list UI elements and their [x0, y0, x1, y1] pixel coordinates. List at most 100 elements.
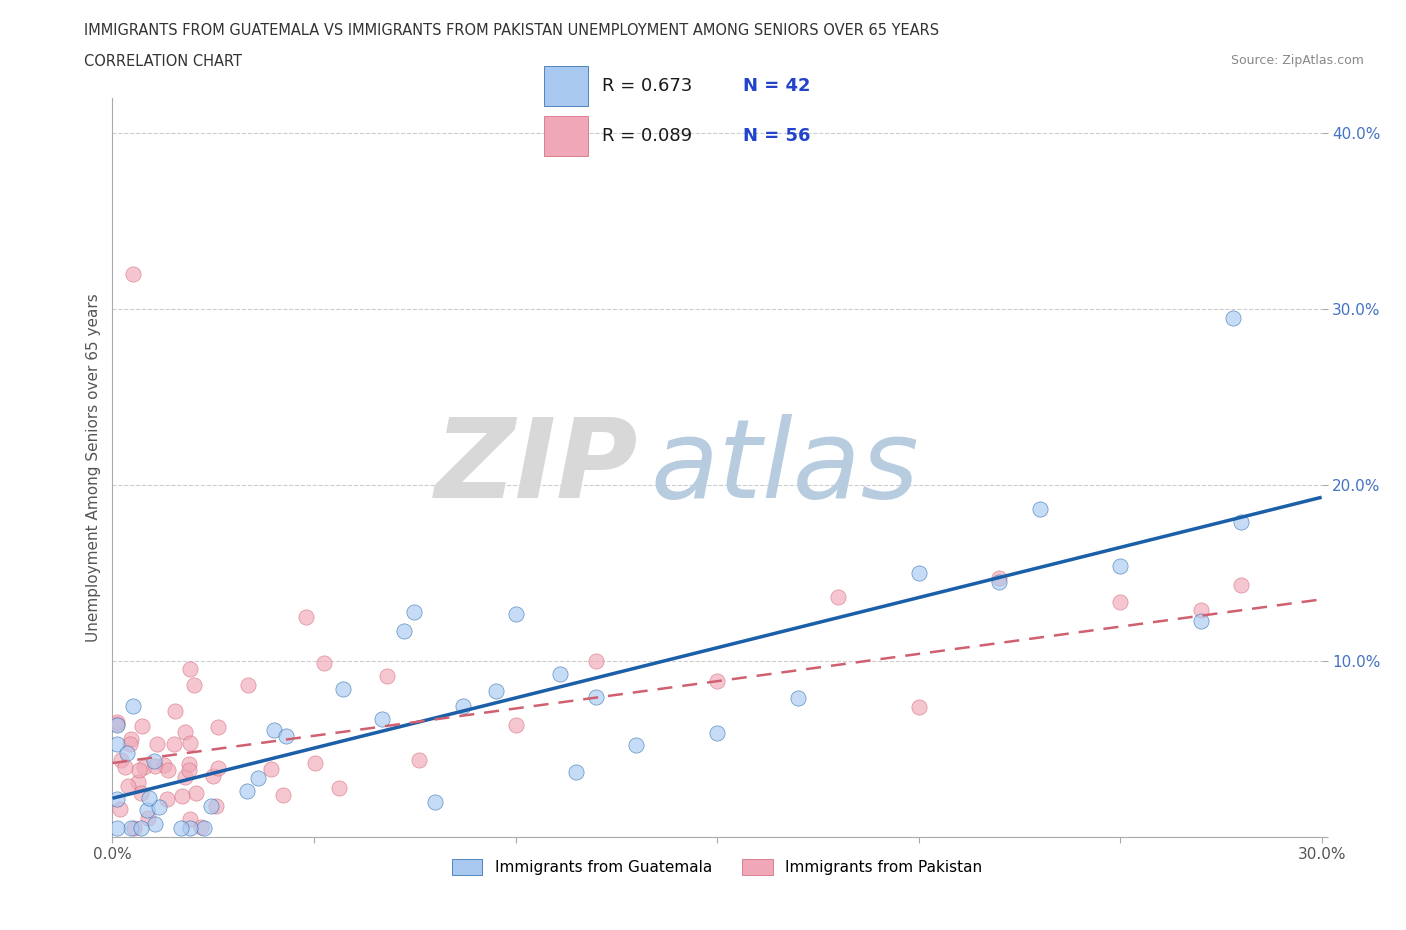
Text: N = 42: N = 42 [744, 77, 811, 95]
Point [260, 761, 283, 776]
Point [1222, 311, 1244, 325]
Point [156, 791, 179, 806]
Point [988, 575, 1011, 590]
Point [263, 723, 285, 737]
Point [207, 761, 229, 776]
Text: IMMIGRANTS FROM GUATEMALA VS IMMIGRANTS FROM PAKISTAN UNEMPLOYMENT AMONG SENIORS: IMMIGRANTS FROM GUATEMALA VS IMMIGRANTS … [84, 23, 939, 38]
Point [193, 821, 215, 836]
Point [173, 769, 195, 784]
Point [120, 732, 142, 747]
Point [122, 698, 145, 713]
Point [153, 758, 176, 773]
Point [200, 799, 222, 814]
Point [105, 717, 128, 732]
Point [148, 800, 170, 815]
Point [274, 729, 297, 744]
Point [132, 759, 155, 774]
Text: ZIP: ZIP [434, 414, 638, 521]
Point [143, 759, 166, 774]
Point [115, 746, 138, 761]
Point [202, 769, 225, 784]
Point [585, 689, 607, 704]
Point [332, 682, 354, 697]
Text: CORRELATION CHART: CORRELATION CHART [84, 54, 242, 69]
Point [1109, 594, 1132, 609]
Point [505, 718, 527, 733]
Point [246, 771, 269, 786]
Point [626, 737, 648, 752]
Text: Source: ZipAtlas.com: Source: ZipAtlas.com [1230, 54, 1364, 67]
Point [114, 759, 136, 774]
Point [786, 691, 808, 706]
Point [548, 666, 571, 681]
Point [183, 677, 205, 692]
Point [177, 763, 200, 777]
Point [170, 821, 193, 836]
Point [294, 610, 316, 625]
Point [179, 661, 201, 676]
Point [207, 720, 229, 735]
Point [127, 775, 149, 790]
Point [110, 753, 132, 768]
Point [236, 783, 259, 798]
Point [1189, 614, 1212, 629]
Text: R = 0.089: R = 0.089 [602, 127, 692, 145]
Point [179, 821, 201, 836]
Point [120, 821, 142, 836]
Point [118, 737, 141, 751]
Point [423, 795, 446, 810]
Y-axis label: Unemployment Among Seniors over 65 years: Unemployment Among Seniors over 65 years [86, 293, 101, 642]
Text: R = 0.673: R = 0.673 [602, 77, 692, 95]
Point [988, 571, 1011, 586]
Point [105, 821, 128, 836]
Point [505, 606, 527, 621]
Point [907, 699, 929, 714]
Point [157, 763, 180, 777]
Point [328, 780, 350, 795]
Point [370, 711, 392, 726]
Point [585, 654, 607, 669]
Text: atlas: atlas [651, 414, 920, 521]
Point [117, 778, 139, 793]
Point [706, 726, 728, 741]
Point [136, 802, 159, 817]
Point [170, 789, 193, 804]
Point [1109, 558, 1132, 573]
Point [128, 763, 150, 777]
Point [179, 812, 201, 827]
Point [451, 698, 474, 713]
Point [143, 754, 166, 769]
Point [190, 819, 212, 834]
Point [162, 737, 184, 751]
Point [392, 624, 415, 639]
Point [105, 714, 128, 729]
Point [138, 790, 160, 805]
Point [205, 799, 228, 814]
Point [404, 604, 426, 619]
Point [827, 590, 849, 604]
Point [484, 684, 506, 698]
Point [105, 791, 128, 806]
Point [165, 703, 187, 718]
Point [273, 788, 295, 803]
Point [179, 757, 201, 772]
Point [304, 756, 326, 771]
Point [146, 737, 169, 751]
FancyBboxPatch shape [544, 66, 588, 106]
Point [143, 817, 166, 831]
Point [108, 802, 131, 817]
Point [174, 724, 197, 739]
Point [706, 673, 728, 688]
Point [184, 786, 207, 801]
Point [131, 718, 153, 733]
Point [907, 565, 929, 580]
Point [236, 678, 259, 693]
Point [375, 669, 398, 684]
Point [314, 656, 336, 671]
Point [129, 786, 152, 801]
Point [1230, 515, 1253, 530]
Point [105, 718, 128, 733]
Point [408, 752, 430, 767]
Point [122, 821, 145, 836]
Point [105, 737, 128, 751]
